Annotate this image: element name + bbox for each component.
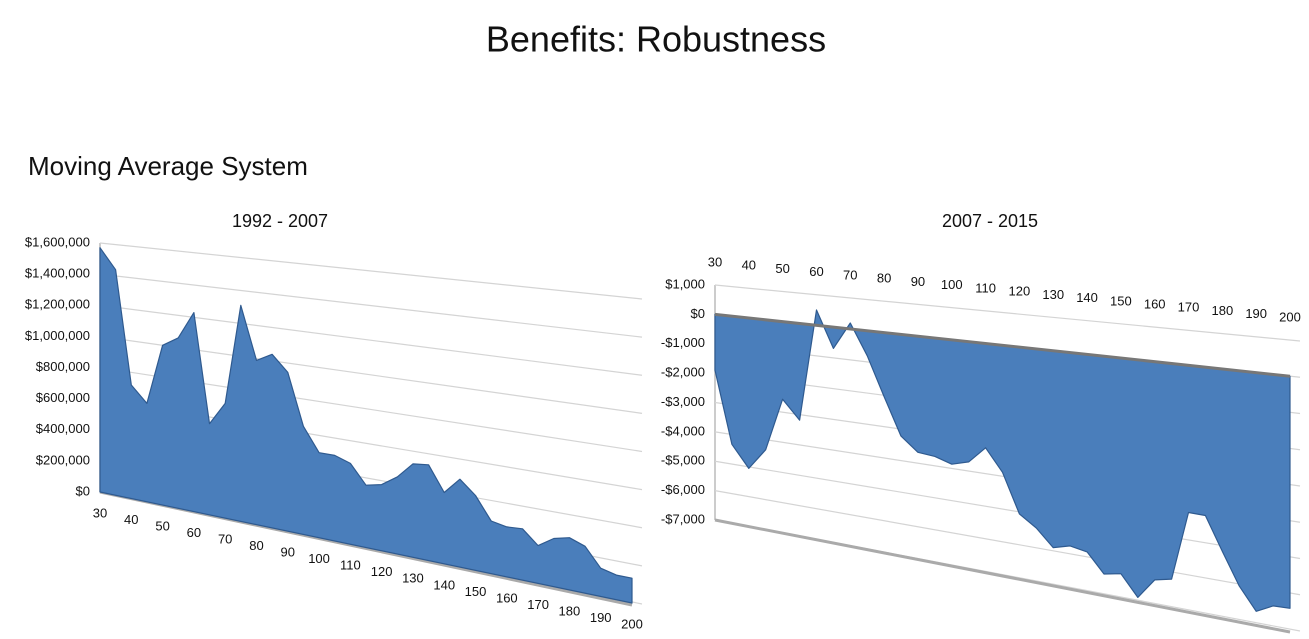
x-tick-label: 190 — [590, 610, 612, 625]
x-tick-label: 90 — [911, 274, 925, 289]
x-tick-label: 130 — [1042, 287, 1064, 302]
y-tick-label: -$3,000 — [661, 394, 705, 409]
x-tick-label: 150 — [1110, 293, 1132, 308]
slide-title: Benefits: Robustness — [486, 19, 826, 60]
x-tick-label: 130 — [402, 571, 424, 586]
x-tick-label: 140 — [433, 577, 455, 592]
x-tick-label: 120 — [1009, 284, 1031, 299]
x-tick-label: 60 — [187, 525, 201, 540]
x-tick-label: 80 — [877, 271, 891, 286]
grid-line — [99, 304, 643, 376]
y-tick-label: -$4,000 — [661, 423, 705, 438]
x-tick-label: 50 — [775, 261, 789, 276]
x-tick-label: 40 — [124, 512, 138, 527]
y-tick-label: $1,000 — [665, 276, 705, 291]
x-tick-label: 30 — [708, 254, 722, 269]
grid-line — [714, 460, 1301, 560]
x-tick-label: 40 — [742, 258, 756, 273]
y-tick-label: $1,000,000 — [25, 328, 90, 343]
x-tick-label: 90 — [281, 545, 295, 560]
y-tick-label: $0 — [76, 483, 90, 498]
y-tick-label: -$6,000 — [661, 482, 705, 497]
x-tick-label: 200 — [1279, 309, 1301, 324]
x-tick-label: 160 — [496, 590, 518, 605]
x-tick-label: 110 — [975, 280, 996, 295]
y-tick-label: -$1,000 — [661, 335, 705, 350]
x-tick-label: 30 — [93, 505, 107, 520]
grid-line — [99, 242, 643, 300]
x-tick-label: 70 — [843, 267, 857, 282]
area — [714, 309, 1291, 612]
x-tick-label: 160 — [1144, 296, 1166, 311]
grid-line — [99, 273, 643, 338]
y-tick-label: $1,600,000 — [25, 234, 90, 249]
slide-subtitle: Moving Average System — [28, 151, 308, 181]
grid-line — [714, 284, 1301, 342]
y-tick-label: $1,400,000 — [25, 266, 90, 281]
zero-line — [714, 312, 1291, 378]
x-tick-label: 80 — [249, 538, 263, 553]
y-tick-label: $200,000 — [36, 452, 90, 467]
x-tick-label: 170 — [1178, 300, 1200, 315]
x-tick-label: 200 — [621, 616, 643, 631]
x-tick-label: 100 — [941, 277, 963, 292]
x-tick-label: 190 — [1245, 306, 1267, 321]
y-tick-label: -$2,000 — [661, 365, 705, 380]
y-tick-label: $600,000 — [36, 390, 90, 405]
x-tick-label: 120 — [371, 564, 393, 579]
y-tick-label: $1,200,000 — [25, 297, 90, 312]
x-tick-label: 70 — [218, 532, 232, 547]
y-tick-label: $800,000 — [36, 359, 90, 374]
x-tick-label: 150 — [465, 584, 487, 599]
x-tick-label: 170 — [527, 597, 549, 612]
y-tick-label: $400,000 — [36, 421, 90, 436]
y-tick-label: $0 — [691, 306, 705, 321]
grid-line — [714, 490, 1301, 596]
chart-title: 1992 - 2007 — [232, 211, 328, 231]
x-tick-label: 180 — [559, 603, 581, 618]
chart-title: 2007 - 2015 — [942, 211, 1038, 231]
y-tick-label: -$7,000 — [661, 511, 705, 526]
y-tick-label: -$5,000 — [661, 453, 705, 468]
x-tick-label: 140 — [1076, 290, 1098, 305]
floor-edge — [714, 518, 1291, 634]
area — [99, 247, 633, 604]
x-tick-label: 110 — [340, 558, 361, 573]
x-tick-label: 100 — [308, 551, 330, 566]
x-tick-label: 60 — [809, 264, 823, 279]
x-tick-label: 50 — [155, 518, 169, 533]
x-tick-label: 180 — [1212, 303, 1234, 318]
